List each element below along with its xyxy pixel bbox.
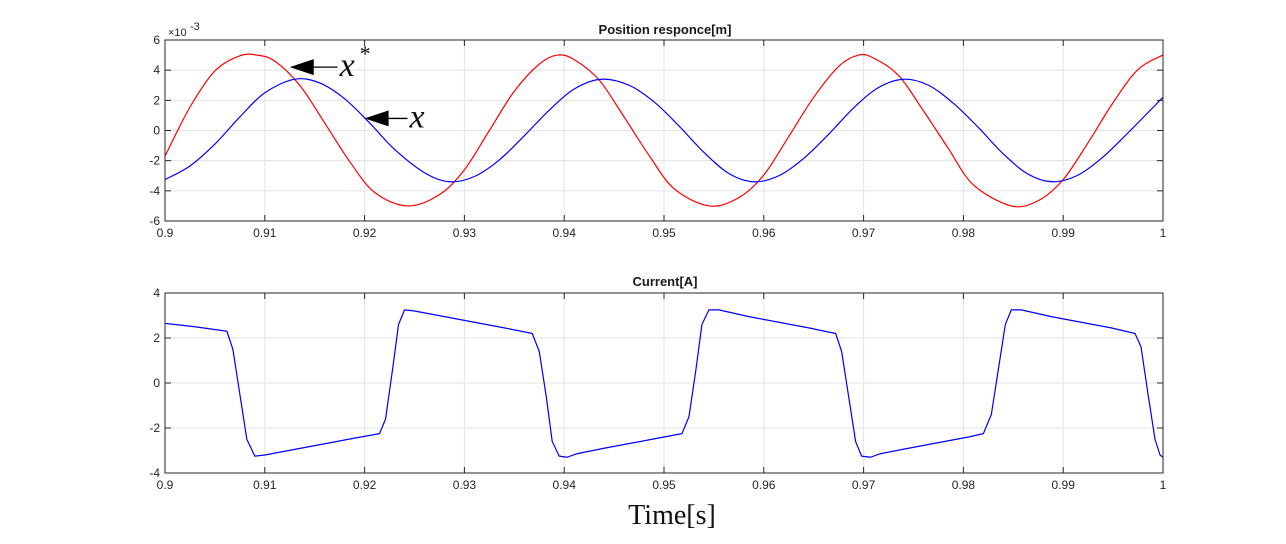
x-tick-label: 1	[1160, 478, 1167, 492]
ticks: 0.9 0.91 0.92 0.93 0.94 0.95 0.96 0.97 0.98 0.99 1…	[149, 33, 1166, 240]
y-tick-label: 2	[153, 331, 160, 345]
x-tick-label: 0.9	[157, 226, 174, 240]
y-tick-label: 4	[153, 63, 160, 77]
y-exponent-base: ×10	[168, 27, 187, 39]
annotation-symbol: x	[409, 98, 425, 135]
annotation-superscript: *	[360, 41, 371, 66]
x-tick-label: 0.96	[752, 226, 776, 240]
x-tick-label: 0.95	[652, 478, 676, 492]
annotations: x *x	[289, 41, 425, 135]
position-response-plot: 0.9 0.91 0.92 0.93 0.94 0.95 0.96 0.97 0.98 0.99 1…	[149, 21, 1166, 240]
x-tick-label: 0.98	[952, 478, 976, 492]
x-tick-label: 0.99	[1052, 478, 1076, 492]
x-tick-label: 1	[1160, 226, 1167, 240]
series-line-0	[165, 53, 1163, 208]
annotation-1: x	[364, 98, 425, 135]
x-tick-label: 0.94	[553, 478, 577, 492]
y-tick-label: 2	[153, 93, 160, 107]
y-tick-label: 0	[153, 124, 160, 138]
y-tick-label: -4	[149, 466, 160, 480]
x-tick-label: 0.9	[157, 478, 174, 492]
annotation-0: x *	[289, 41, 371, 84]
x-tick-label: 0.93	[453, 478, 477, 492]
x-tick-label: 0.91	[253, 226, 277, 240]
x-tick-label: 0.98	[952, 226, 976, 240]
x-tick-label: 0.93	[453, 226, 477, 240]
chart-title: Current[A]	[633, 274, 698, 289]
y-tick-label: -2	[149, 154, 160, 168]
series-line-0	[165, 309, 1163, 458]
y-tick-label: 6	[153, 33, 160, 47]
y-tick-label: -4	[149, 184, 160, 198]
y-exponent-power: -3	[190, 21, 200, 33]
y-tick-label: -6	[149, 214, 160, 228]
series-line-1	[165, 78, 1163, 183]
y-tick-label: -2	[149, 421, 160, 435]
annotation-arrowhead	[289, 59, 314, 76]
series-group	[165, 309, 1163, 458]
x-tick-label: 0.99	[1052, 226, 1076, 240]
y-tick-label: 4	[153, 286, 160, 300]
annotation-arrowhead	[364, 110, 389, 127]
x-tick-label: 0.94	[553, 226, 577, 240]
x-tick-label: 0.96	[752, 478, 776, 492]
x-tick-label: 0.95	[652, 226, 676, 240]
chart-title: Position responce[m]	[599, 22, 732, 37]
annotation-symbol: x	[339, 47, 355, 84]
x-tick-label: 0.91	[253, 478, 277, 492]
series-group	[165, 53, 1163, 208]
current-plot: 0.9 0.91 0.92 0.93 0.94 0.95 0.96 0.97 0.98 0.99 1…	[149, 274, 1166, 531]
x-tick-label: 0.92	[353, 478, 377, 492]
x-axis-label: Time[s]	[628, 500, 716, 531]
x-tick-label: 0.92	[353, 226, 377, 240]
x-tick-label: 0.97	[852, 226, 876, 240]
y-tick-label: 0	[153, 376, 160, 390]
x-tick-label: 0.97	[852, 478, 876, 492]
ticks: 0.9 0.91 0.92 0.93 0.94 0.95 0.96 0.97 0.98 0.99 1…	[149, 286, 1166, 492]
